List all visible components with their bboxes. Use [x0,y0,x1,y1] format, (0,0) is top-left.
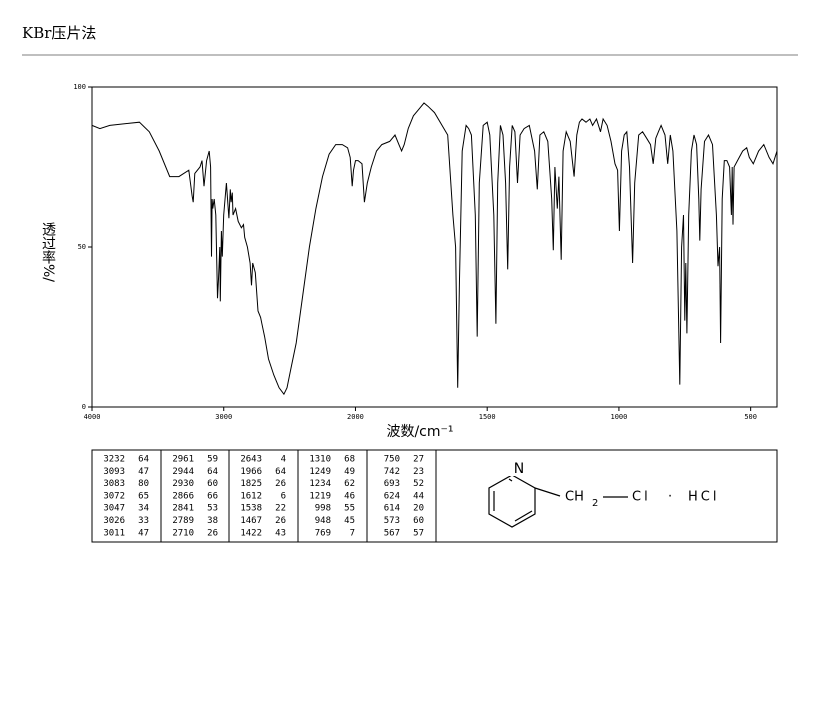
peak-wavenumber: 998 [315,504,331,514]
peak-intensity: 46 [344,491,355,501]
peak-intensity: 27 [413,455,424,465]
spectrum-line [91,102,778,396]
peak-wavenumber: 2643 [240,455,262,465]
peak-intensity: 47 [138,467,149,477]
peak-wavenumber: 693 [384,479,400,489]
x-tick-label: 1000 [610,413,627,421]
peak-intensity: 7 [350,528,355,538]
peak-wavenumber: 1467 [240,516,262,526]
page-title: KBr压片法 [22,24,96,42]
peak-intensity: 52 [413,479,424,489]
peak-intensity: 23 [413,467,424,477]
peak-wavenumber: 750 [384,455,400,465]
peak-intensity: 53 [207,504,218,514]
peak-intensity: 68 [344,455,355,465]
peak-wavenumber: 3093 [103,467,125,477]
peak-wavenumber: 1612 [240,491,262,501]
peak-wavenumber: 614 [384,504,400,514]
peak-wavenumber: 2789 [172,516,194,526]
peak-intensity: 43 [275,528,286,538]
ring-atom: N [514,461,524,477]
peak-intensity: 64 [207,467,218,477]
x-tick-label: 500 [744,413,757,421]
peak-intensity: 64 [275,467,286,477]
peak-intensity: 49 [344,467,355,477]
peak-intensity: 66 [207,491,218,501]
peak-wavenumber: 2841 [172,504,194,514]
peak-wavenumber: 1310 [309,455,331,465]
halogen: Cl [632,490,651,505]
peak-wavenumber: 2961 [172,455,194,465]
table-frame [91,449,778,543]
peak-intensity: 62 [344,479,355,489]
x-tick-label: 2000 [347,413,364,421]
peak-intensity: 45 [344,516,355,526]
peak-intensity: 4 [281,455,286,465]
peak-wavenumber: 3026 [103,516,125,526]
peak-wavenumber: 2944 [172,467,194,477]
peak-intensity: 80 [138,479,149,489]
dot: · [668,490,672,505]
peak-wavenumber: 1422 [240,528,262,538]
peak-wavenumber: 742 [384,467,400,477]
pyridine-ring [488,474,536,528]
peak-intensity: 26 [275,516,286,526]
peak-intensity: 47 [138,528,149,538]
peak-wavenumber: 3083 [103,479,125,489]
peak-wavenumber: 2710 [172,528,194,538]
atom-bg [506,462,520,476]
peak-intensity: 57 [413,528,424,538]
peak-intensity: 55 [344,504,355,514]
peak-intensity: 44 [413,491,424,501]
peak-intensity: 59 [207,455,218,465]
peak-wavenumber: 573 [384,516,400,526]
y-axis-label: 透过率%/ [40,222,56,282]
peak-intensity: 26 [275,479,286,489]
peak-wavenumber: 1538 [240,504,262,514]
peak-intensity: 64 [138,455,149,465]
salt-label: HCl [688,490,719,505]
peak-wavenumber: 3011 [103,528,125,538]
y-tick-label: 50 [78,243,86,251]
peak-wavenumber: 2866 [172,491,194,501]
x-tick-label: 3000 [215,413,232,421]
peak-intensity: 38 [207,516,218,526]
peak-wavenumber: 3072 [103,491,125,501]
x-axis-label: 波数/cm⁻¹ [386,424,453,440]
peak-intensity: 22 [275,504,286,514]
peak-intensity: 60 [207,479,218,489]
peak-wavenumber: 948 [315,516,331,526]
peak-wavenumber: 3232 [103,455,125,465]
peak-intensity: 26 [207,528,218,538]
plot-frame [91,86,778,408]
peak-wavenumber: 567 [384,528,400,538]
peak-wavenumber: 1966 [240,467,262,477]
x-tick-label: 1500 [479,413,496,421]
subscript: 2 [592,498,598,509]
group-label: CH [565,490,584,505]
peak-wavenumber: 769 [315,528,331,538]
peak-intensity: 60 [413,516,424,526]
y-tick-label: 100 [73,83,86,91]
peak-wavenumber: 1234 [309,479,331,489]
peak-intensity: 33 [138,516,149,526]
bond [534,487,561,497]
peak-intensity: 65 [138,491,149,501]
peak-intensity: 6 [281,491,286,501]
peak-wavenumber: 1249 [309,467,331,477]
y-tick-label: 0 [82,403,86,411]
structure [488,474,628,528]
peak-intensity: 20 [413,504,424,514]
peak-wavenumber: 624 [384,491,400,501]
x-tick-label: 4000 [84,413,101,421]
peak-wavenumber: 2930 [172,479,194,489]
double-bond [514,510,533,522]
double-bond [508,478,513,482]
peak-wavenumber: 1219 [309,491,331,501]
peak-intensity: 34 [138,504,149,514]
peak-wavenumber: 3047 [103,504,125,514]
peak-wavenumber: 1825 [240,479,262,489]
